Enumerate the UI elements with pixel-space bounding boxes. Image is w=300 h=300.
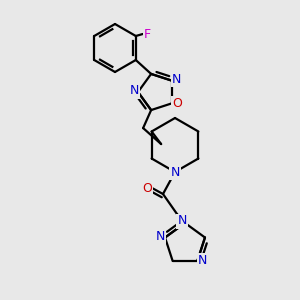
Text: O: O bbox=[172, 97, 182, 110]
Text: N: N bbox=[198, 254, 207, 268]
Text: O: O bbox=[142, 182, 152, 194]
Text: N: N bbox=[177, 214, 187, 227]
Text: F: F bbox=[144, 28, 151, 40]
Text: N: N bbox=[155, 230, 165, 243]
Text: N: N bbox=[170, 166, 180, 178]
Text: N: N bbox=[172, 73, 181, 86]
Text: N: N bbox=[129, 85, 139, 98]
